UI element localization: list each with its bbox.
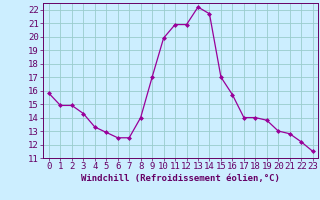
X-axis label: Windchill (Refroidissement éolien,°C): Windchill (Refroidissement éolien,°C) [81,174,280,183]
